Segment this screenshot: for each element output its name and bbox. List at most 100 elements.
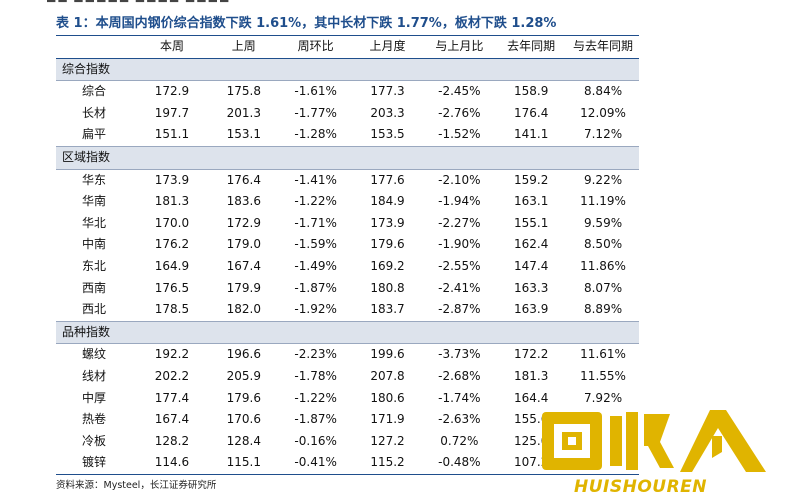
table-row: 长材 197.7 201.3 -1.77% 203.3 -2.76% 176.4 12.09%: [56, 103, 639, 125]
table-cell: -2.87%: [438, 302, 481, 317]
table-cell: 8.50%: [583, 237, 623, 252]
table-cell: -1.74%: [438, 390, 481, 405]
table-cell: -2.10%: [438, 172, 481, 187]
table-cell: 176.5: [154, 280, 190, 295]
table-cell: 196.6: [226, 347, 261, 362]
table-cell: 176.4: [514, 105, 549, 120]
table-cell: 182.0: [226, 302, 261, 317]
table-cell: 158.9: [514, 84, 549, 99]
table-cell: -1.52%: [438, 127, 481, 142]
table-cell: -1.22%: [294, 390, 337, 405]
table-cell: 179.6: [370, 237, 405, 252]
table-cell: 177.3: [370, 84, 405, 99]
table-cell: 163.1: [514, 194, 549, 209]
table-cell: -1.90%: [438, 237, 481, 252]
table-cell: 7.12%: [583, 127, 623, 142]
table-cell: -0.16%: [294, 433, 337, 448]
table-cell: 8.07%: [583, 280, 623, 295]
table-cell: 128.2: [154, 433, 190, 448]
table-cell: 170.6: [226, 412, 261, 427]
table-cell: -1.22%: [294, 194, 337, 209]
column-header: 周环比: [297, 39, 334, 53]
row-label: 西北: [82, 302, 107, 317]
table-row: 中南 176.2 179.0 -1.59% 179.6 -1.90% 162.4 8.50%: [56, 234, 639, 256]
section-header-row: 区域指数: [56, 146, 639, 170]
table-cell: 163.3: [514, 280, 549, 295]
table-cell: 115.1: [226, 455, 261, 470]
table-cell: 164.9: [154, 258, 190, 273]
table-cell: 179.9: [226, 280, 261, 295]
section-header-row: 品种指数: [56, 321, 639, 344]
table-cell: 203.3: [370, 105, 405, 120]
row-label: 西南: [82, 280, 107, 295]
table-cell: 153.5: [370, 127, 405, 142]
table-cell: 175.8: [226, 84, 261, 99]
table-cell: 173.9: [370, 215, 405, 230]
table-cell: 169.2: [370, 258, 405, 273]
table-cell: 147.4: [514, 258, 549, 273]
table-cell: 170.0: [154, 215, 190, 230]
table-cell: -1.92%: [294, 302, 337, 317]
table-cell: 181.3: [514, 368, 549, 383]
column-header: [56, 36, 136, 59]
table-cell: 177.6: [370, 172, 405, 187]
section-header-row: 综合指数: [56, 58, 639, 81]
table-cell: -2.63%: [438, 412, 481, 427]
table-cell: 180.8: [370, 280, 405, 295]
section-title: 区域指数: [56, 146, 639, 170]
column-header: 与去年同期: [573, 39, 634, 53]
table-cell: 115.2: [370, 455, 405, 470]
table-cell: -1.41%: [294, 172, 337, 187]
table-cell: 151.1: [154, 127, 190, 142]
table-cell: 11.86%: [580, 258, 626, 273]
table-cell: 9.59%: [583, 215, 623, 230]
row-label: 华北: [82, 215, 107, 230]
table-cell: -0.41%: [294, 455, 337, 470]
table-cell: -1.59%: [294, 237, 337, 252]
table-cell: -2.55%: [438, 258, 481, 273]
table-cell: 167.4: [154, 412, 190, 427]
table-row: 华南 181.3 183.6 -1.22% 184.9 -1.94% 163.1 11.19%: [56, 191, 639, 213]
table-row: 华东 173.9 176.4 -1.41% 177.6 -2.10% 159.2 9.22%: [56, 169, 639, 191]
table-row: 扁平 151.1 153.1 -1.28% 153.5 -1.52% 141.1 7.12%: [56, 124, 639, 146]
table-cell: 176.2: [154, 237, 190, 252]
table-cell: 8.89%: [583, 302, 623, 317]
table-row: 镀锌 114.6 115.1 -0.41% 115.2 -0.48% 107.2: [56, 452, 639, 475]
table-cell: 176.4: [226, 172, 261, 187]
steel-price-index-table: 本周 上周 周环比 上月度 与上月比 去年同期 与去年同期 综合指数综合 172.…: [56, 35, 639, 475]
table-cell: -1.61%: [294, 84, 337, 99]
table-cell: 11.55%: [580, 368, 626, 383]
row-label: 长材: [82, 105, 107, 120]
cropped-header-strip: ▬▬ ▬▬▬▬▬ ▬▬▬▬ ▬▬▬▬: [0, 0, 800, 8]
row-label: 东北: [82, 258, 107, 273]
table-row: 热卷 167.4 170.6 -1.87% 171.9 -2.63% 155.6: [56, 409, 639, 431]
row-label: 华东: [82, 172, 107, 187]
row-label: 冷板: [82, 433, 107, 448]
table-cell: 173.9: [154, 172, 190, 187]
table-cell: -2.45%: [438, 84, 481, 99]
table-cell: 155.6: [514, 412, 549, 427]
table-row: 华北 170.0 172.9 -1.71% 173.9 -2.27% 155.1 9.59%: [56, 213, 639, 235]
table-cell: -2.41%: [438, 280, 481, 295]
table-row: 西南 176.5 179.9 -1.87% 180.8 -2.41% 163.3 8.07%: [56, 278, 639, 300]
table-body: 综合指数 综合 172.9 175.8 -1.61% 177.3 -2.45% 158.9 8.…: [56, 58, 639, 475]
table-cell: -2.23%: [294, 347, 337, 362]
table-cell: 163.9: [514, 302, 549, 317]
table-cell: 197.7: [154, 105, 190, 120]
table-cell: -1.71%: [294, 215, 337, 230]
table-cell: -1.28%: [294, 127, 337, 142]
row-label: 中厚: [82, 390, 107, 405]
table-cell: 159.2: [514, 172, 549, 187]
table-cell: 12.09%: [580, 105, 626, 120]
table-cell: 128.4: [226, 433, 261, 448]
table-cell: 9.22%: [583, 172, 623, 187]
row-label: 华南: [82, 194, 107, 209]
table-cell: 172.2: [514, 347, 549, 362]
table-cell: 183.7: [370, 302, 405, 317]
table-cell: -3.73%: [438, 347, 481, 362]
table-cell: 205.9: [226, 368, 261, 383]
row-label: 综合: [82, 84, 107, 99]
table-cell: 125.0: [514, 433, 549, 448]
table-header-row: 本周 上周 周环比 上月度 与上月比 去年同期 与去年同期: [56, 35, 639, 59]
table-caption: 表 1：本周国内钢价综合指数下跌 1.61%，其中长材下跌 1.77%，板材下跌…: [56, 16, 557, 31]
